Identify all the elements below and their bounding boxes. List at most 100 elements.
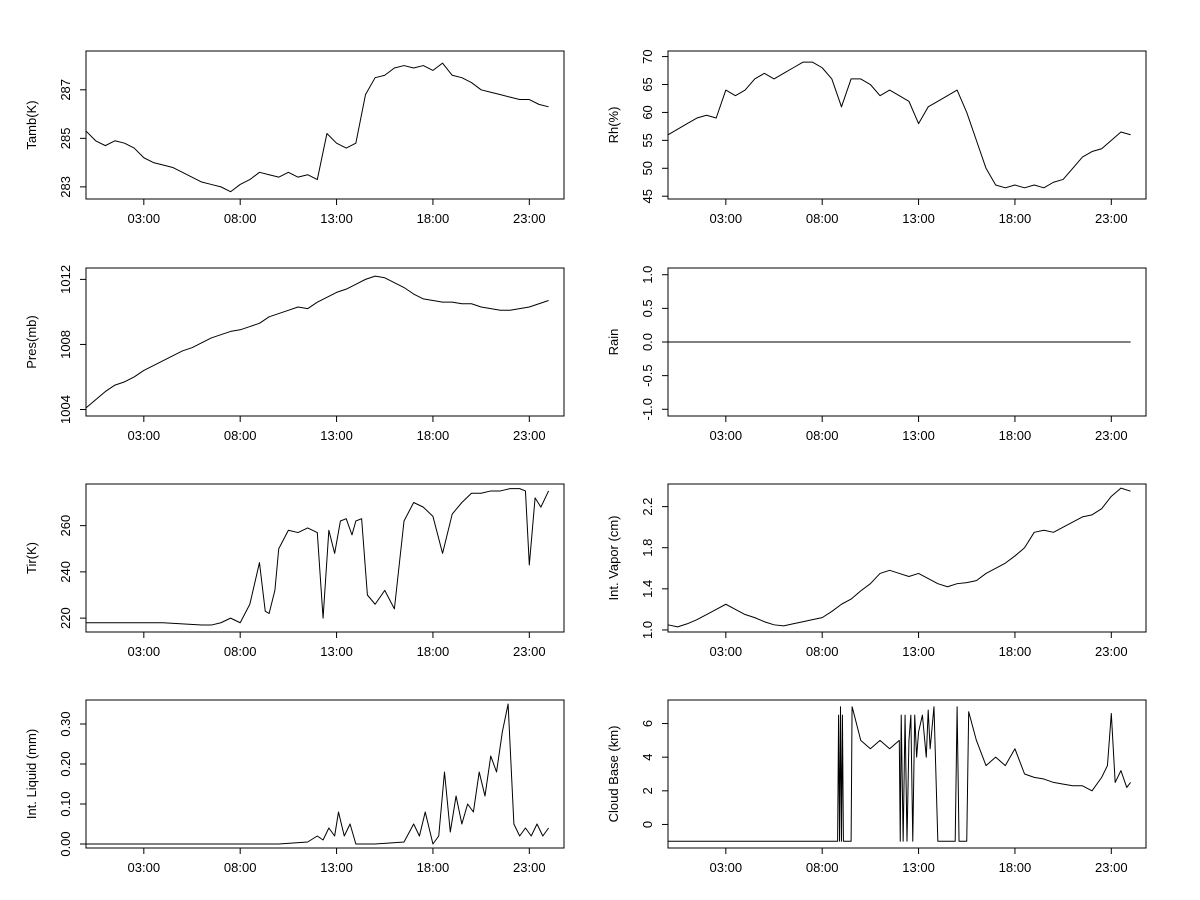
y-tick-label: 2.2 (640, 498, 655, 516)
y-tick-label: 4 (640, 754, 655, 761)
plot-frame (85, 483, 565, 633)
x-tick-label: 13:00 (902, 644, 935, 659)
series-line (667, 487, 1131, 628)
x-tick-label: 03:00 (710, 428, 743, 443)
y-tick-label: 1012 (58, 265, 73, 294)
y-axis-label: Int. Vapor (cm) (606, 515, 621, 600)
y-tick-label: 60 (640, 105, 655, 119)
panel-5: 03:00 08:00 13:00 18:00 23:00 220 240 260 Tir(K) (24, 483, 565, 659)
y-tick-label: 220 (58, 607, 73, 629)
panel-4: 03:00 08:00 13:00 18:00 23:00 -1.0 -0.5 0.0 0.5 1… (606, 266, 1147, 443)
y-tick-label: 0.5 (640, 299, 655, 317)
y-tick-label: 45 (640, 189, 655, 203)
x-tick-label: 23:00 (1095, 644, 1128, 659)
series-line (85, 275, 549, 409)
x-tick-label: 18:00 (999, 428, 1032, 443)
y-tick-label: 287 (58, 79, 73, 101)
x-tick-label: 13:00 (320, 211, 353, 226)
x-tick-label: 08:00 (224, 211, 257, 226)
x-tick-label: 23:00 (513, 644, 546, 659)
x-tick-label: 03:00 (128, 644, 161, 659)
x-tick-label: 23:00 (1095, 860, 1128, 875)
y-tick-label: 0.30 (58, 711, 73, 736)
plot-frame (85, 267, 565, 417)
y-tick-label: 50 (640, 161, 655, 175)
x-tick-label: 23:00 (513, 211, 546, 226)
y-tick-label: 1.0 (640, 621, 655, 639)
x-tick-label: 08:00 (806, 644, 839, 659)
y-axis-label: Cloud Base (km) (606, 726, 621, 823)
x-tick-label: 23:00 (513, 428, 546, 443)
series-line (85, 62, 549, 193)
panel-3: 03:00 08:00 13:00 18:00 23:00 1004 1008 1012 Pre… (24, 265, 565, 443)
series-line (86, 703, 549, 845)
series-line (86, 488, 550, 626)
y-tick-label: 0.20 (58, 751, 73, 776)
x-tick-label: 13:00 (902, 211, 935, 226)
panel-6: 03:00 08:00 13:00 18:00 23:00 1.0 1.4 1.8 2.2 Int… (606, 483, 1147, 659)
x-tick-label: 13:00 (320, 860, 353, 875)
plot-frame (667, 50, 1147, 200)
y-axis-label: Tir(K) (24, 542, 39, 574)
y-axis-label: Pres(mb) (24, 315, 39, 368)
y-tick-label: -0.5 (640, 364, 655, 386)
y-tick-label: 0.00 (58, 831, 73, 856)
y-tick-label: 0.0 (640, 333, 655, 351)
y-tick-label: 0 (640, 821, 655, 828)
x-tick-label: 18:00 (999, 860, 1032, 875)
x-tick-label: 03:00 (710, 860, 743, 875)
x-tick-label: 18:00 (999, 211, 1032, 226)
x-tick-label: 03:00 (128, 860, 161, 875)
x-tick-label: 08:00 (224, 644, 257, 659)
x-tick-label: 18:00 (417, 860, 450, 875)
plot-frame (667, 699, 1147, 849)
x-tick-label: 03:00 (710, 644, 743, 659)
y-axis-label: Rh(%) (606, 107, 621, 144)
x-tick-label: 18:00 (417, 211, 450, 226)
x-tick-label: 08:00 (224, 860, 257, 875)
x-tick-label: 13:00 (902, 428, 935, 443)
series-line (668, 706, 1131, 842)
y-axis-label: Tamb(K) (24, 100, 39, 149)
x-tick-label: 08:00 (806, 428, 839, 443)
y-tick-label: 65 (640, 77, 655, 91)
x-tick-label: 08:00 (224, 428, 257, 443)
y-axis-label: Rain (606, 329, 621, 356)
x-tick-label: 23:00 (1095, 428, 1128, 443)
x-tick-label: 23:00 (1095, 211, 1128, 226)
panel-2: 03:00 08:00 13:00 18:00 23:00 45 50 55 60 65 70 Rh(… (606, 49, 1147, 226)
x-tick-label: 03:00 (710, 211, 743, 226)
y-tick-label: 6 (640, 720, 655, 727)
x-tick-label: 03:00 (128, 211, 161, 226)
x-tick-label: 13:00 (320, 428, 353, 443)
y-tick-label: 1.4 (640, 580, 655, 598)
y-tick-label: 1.8 (640, 539, 655, 557)
series-line (667, 61, 1131, 189)
x-tick-label: 18:00 (417, 644, 450, 659)
panel-1: 03:00 08:00 13:00 18:00 23:00 283 285 287 Tamb(K… (24, 50, 565, 226)
y-tick-label: -1.0 (640, 398, 655, 420)
y-tick-label: 1008 (58, 330, 73, 359)
y-tick-label: 240 (58, 561, 73, 583)
y-axis-label: Int. Liquid (mm) (24, 729, 39, 819)
plot-frame (667, 483, 1147, 633)
x-tick-label: 08:00 (806, 211, 839, 226)
y-tick-label: 283 (58, 176, 73, 198)
y-tick-label: 2 (640, 787, 655, 794)
y-tick-label: 1004 (58, 395, 73, 424)
y-tick-label: 70 (640, 49, 655, 63)
x-tick-label: 08:00 (806, 860, 839, 875)
x-tick-label: 13:00 (902, 860, 935, 875)
x-tick-label: 23:00 (513, 860, 546, 875)
y-tick-label: 1.0 (640, 266, 655, 284)
panel-7: 03:00 08:00 13:00 18:00 23:00 0.00 0.10 0.20 0.3… (24, 699, 565, 875)
panel-8: 03:00 08:00 13:00 18:00 23:00 0 2 4 6 Cloud Base … (606, 699, 1147, 875)
y-tick-label: 285 (58, 127, 73, 149)
y-tick-label: 260 (58, 515, 73, 537)
x-tick-label: 13:00 (320, 644, 353, 659)
plot-frame (85, 50, 565, 200)
x-tick-label: 18:00 (999, 644, 1032, 659)
x-tick-label: 18:00 (417, 428, 450, 443)
y-tick-label: 0.10 (58, 791, 73, 816)
